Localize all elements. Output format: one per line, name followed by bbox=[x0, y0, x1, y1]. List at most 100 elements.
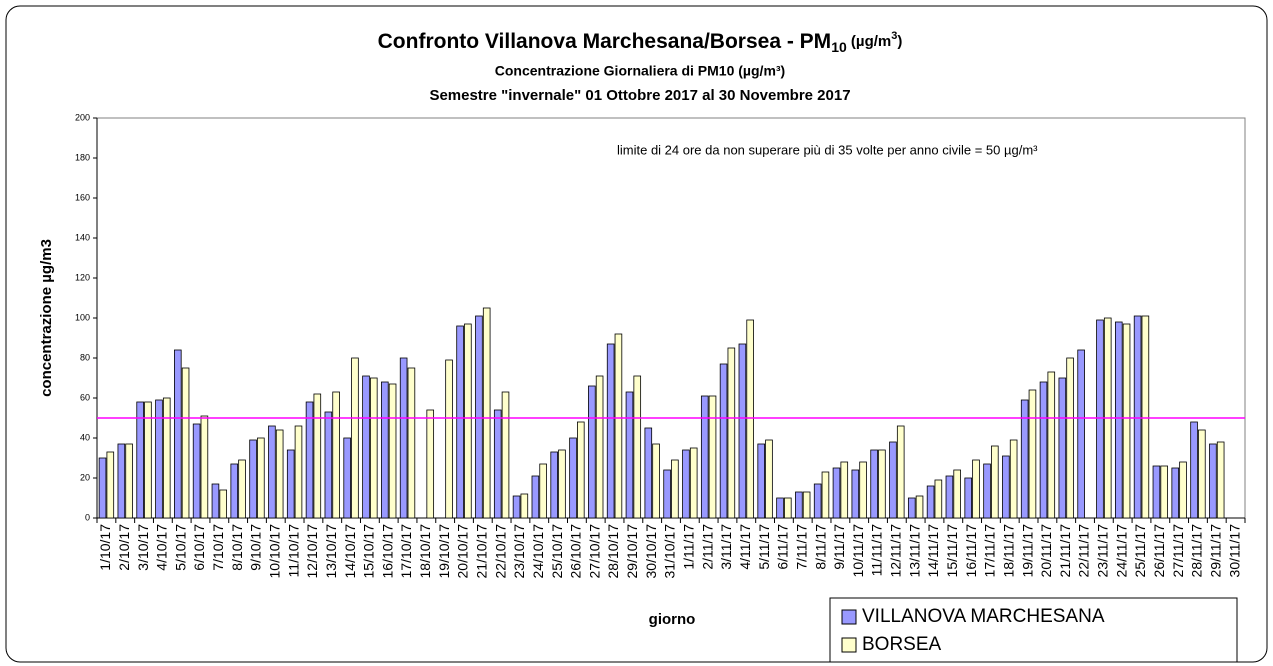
bar bbox=[784, 497, 792, 519]
bar bbox=[539, 463, 547, 519]
bar bbox=[1171, 467, 1180, 519]
bar bbox=[162, 397, 171, 519]
x-tick-label: 16/11/17 bbox=[963, 524, 979, 578]
bar bbox=[1141, 315, 1150, 519]
x-tick-label: 14/11/17 bbox=[925, 524, 941, 578]
bar bbox=[1190, 421, 1198, 519]
x-tick-label: 12/11/17 bbox=[888, 524, 904, 578]
bar bbox=[1179, 461, 1187, 519]
bar bbox=[738, 343, 747, 519]
bar bbox=[633, 375, 642, 519]
x-tick-label: 25/10/17 bbox=[549, 524, 565, 579]
bar bbox=[802, 491, 811, 519]
bar bbox=[332, 391, 340, 519]
x-tick-label: 28/10/17 bbox=[605, 524, 621, 579]
bar bbox=[211, 483, 220, 519]
y-tick-label: 80 bbox=[80, 352, 90, 362]
x-tick-label: 28/11/17 bbox=[1189, 524, 1205, 578]
bar bbox=[614, 333, 623, 519]
x-tick-label: 6/11/17 bbox=[775, 524, 791, 570]
x-tick-label: 10/10/17 bbox=[266, 524, 282, 579]
legend-swatch bbox=[841, 609, 857, 625]
x-tick-label: 25/11/17 bbox=[1132, 524, 1148, 578]
bar bbox=[125, 443, 133, 519]
bar bbox=[343, 437, 351, 519]
bar bbox=[569, 437, 577, 519]
x-tick-label: 30/10/17 bbox=[643, 524, 659, 579]
bar bbox=[727, 347, 736, 519]
bar bbox=[896, 425, 905, 519]
bar bbox=[682, 449, 690, 519]
x-tick-label: 27/11/17 bbox=[1170, 524, 1186, 578]
x-tick-label: 13/10/17 bbox=[323, 524, 339, 579]
bar bbox=[512, 495, 521, 519]
bar bbox=[520, 493, 529, 519]
bar bbox=[851, 469, 860, 519]
title-end: ) bbox=[897, 33, 902, 50]
y-tick-label: 180 bbox=[75, 152, 90, 162]
bar bbox=[795, 491, 803, 519]
x-tick-label: 19/11/17 bbox=[1019, 524, 1035, 578]
y-tick-label: 20 bbox=[80, 472, 90, 482]
x-tick-label: 17/11/17 bbox=[982, 524, 998, 578]
bar bbox=[1028, 389, 1037, 519]
bar bbox=[1058, 377, 1067, 519]
bar bbox=[369, 377, 378, 519]
bar bbox=[606, 343, 615, 519]
x-tick-label: 5/11/17 bbox=[756, 524, 772, 570]
bar bbox=[719, 363, 728, 519]
bar bbox=[531, 475, 540, 519]
x-tick-label: 24/10/17 bbox=[530, 524, 546, 579]
x-tick-label: 2/11/17 bbox=[699, 524, 715, 570]
bar bbox=[889, 441, 897, 519]
y-tick-label: 100 bbox=[75, 312, 90, 322]
bar bbox=[1160, 465, 1168, 519]
x-tick-label: 9/11/17 bbox=[831, 524, 847, 570]
x-tick-label: 18/11/17 bbox=[1000, 524, 1016, 578]
bar bbox=[238, 459, 246, 519]
bar bbox=[663, 469, 671, 519]
legend-label: VILLANOVA MARCHESANA bbox=[862, 606, 1105, 627]
x-tick-label: 10/11/17 bbox=[850, 524, 866, 578]
bar bbox=[1047, 371, 1056, 519]
bar bbox=[1216, 441, 1225, 519]
bar bbox=[700, 395, 709, 519]
x-tick-label: 6/10/17 bbox=[191, 524, 207, 571]
bar bbox=[1002, 455, 1010, 519]
bar bbox=[475, 315, 483, 519]
bar bbox=[268, 425, 276, 519]
bar bbox=[144, 401, 152, 519]
x-tick-label: 2/10/17 bbox=[116, 524, 132, 571]
x-tick-label: 1/10/17 bbox=[97, 524, 113, 571]
x-tick-label: 11/10/17 bbox=[285, 524, 301, 578]
bar bbox=[305, 401, 314, 519]
x-tick-label: 22/10/17 bbox=[492, 524, 508, 579]
title-sub: 10 bbox=[831, 39, 847, 55]
x-tick-label: 29/11/17 bbox=[1207, 524, 1223, 578]
x-tick-label: 7/11/17 bbox=[793, 524, 809, 570]
y-tick-label: 200 bbox=[75, 112, 90, 122]
x-tick-label: 9/10/17 bbox=[248, 524, 264, 571]
bar bbox=[595, 375, 604, 519]
y-tick-label: 120 bbox=[75, 272, 90, 282]
chart-title: Confronto Villanova Marchesana/Borsea - … bbox=[378, 30, 903, 55]
bar bbox=[351, 357, 359, 519]
bar bbox=[200, 415, 209, 519]
bar bbox=[294, 425, 303, 519]
legend bbox=[829, 597, 1238, 663]
bar bbox=[426, 409, 435, 519]
bar bbox=[1020, 399, 1029, 519]
bar bbox=[934, 479, 943, 519]
x-tick-label: 3/10/17 bbox=[135, 524, 151, 571]
bar bbox=[1114, 321, 1123, 519]
bar bbox=[708, 395, 717, 519]
bar bbox=[953, 469, 961, 519]
bar bbox=[821, 471, 830, 519]
x-tick-label: 27/10/17 bbox=[586, 524, 602, 579]
x-tick-label: 19/10/17 bbox=[436, 524, 452, 579]
bar bbox=[155, 399, 163, 519]
subtitle: Semestre "invernale" 01 Ottobre 2017 al … bbox=[429, 87, 850, 104]
bar bbox=[362, 375, 370, 519]
bar bbox=[915, 495, 924, 519]
